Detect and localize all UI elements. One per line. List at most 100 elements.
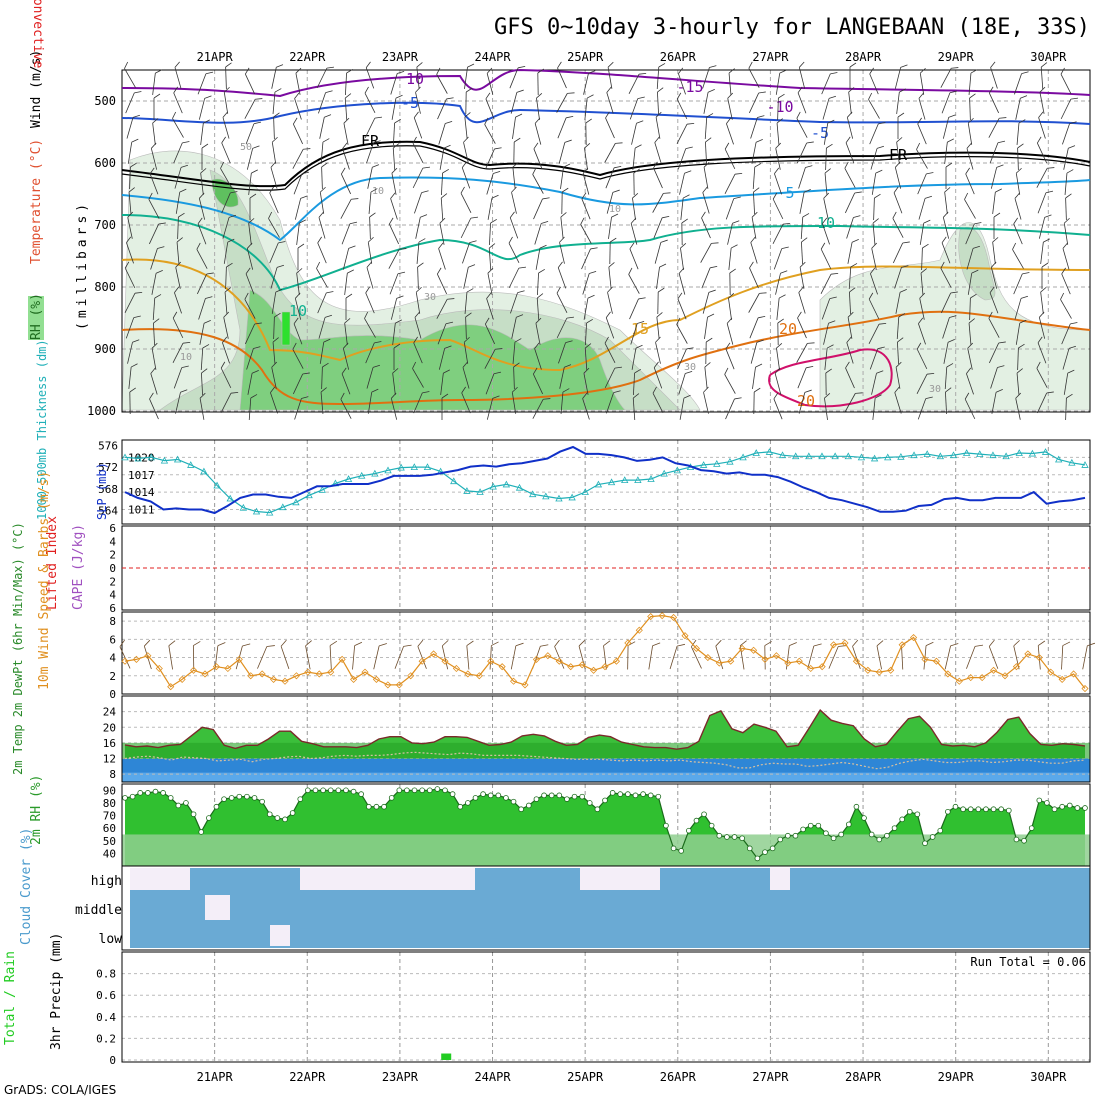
wind-barb: [871, 145, 884, 172]
wind-barb: [364, 287, 380, 313]
wind-barb-flag: [773, 168, 780, 174]
wind-barb-flag: [823, 193, 830, 198]
wind-barb-flag: [874, 194, 880, 198]
rh-point: [473, 795, 478, 800]
wind-barb: [630, 95, 645, 121]
pressure-tick-label: 1000: [87, 404, 116, 418]
wind-barb-shaft: [797, 343, 808, 362]
wind-barb-flag: [150, 143, 157, 148]
wind10-barb-flag: [379, 642, 387, 647]
date-label-bottom: 29APR: [938, 1070, 975, 1084]
wind10-barb-flag: [404, 643, 412, 649]
wind-barb-flag: [994, 213, 1000, 217]
wind-barb-shaft: [917, 149, 928, 168]
rh-point: [504, 795, 509, 800]
wind-barb-shaft: [464, 142, 469, 163]
wind10-barb-flag: [218, 642, 225, 647]
wind-barb: [488, 194, 498, 221]
wind-barb-flag: [686, 145, 693, 151]
wind-barb: [369, 213, 376, 239]
rh-point: [267, 812, 272, 817]
rh-point: [1029, 826, 1034, 831]
wind-barb: [797, 87, 812, 113]
wind-barb: [298, 244, 304, 270]
isotherm: [122, 70, 1090, 96]
wind-barb-shaft: [893, 243, 902, 263]
wind10-speed-line: [125, 616, 1085, 689]
wind-barb-shaft: [535, 223, 541, 244]
wind-barb: [511, 187, 523, 214]
precip-total-label: Total / Rain: [3, 951, 18, 1045]
wind-barb-flag: [703, 387, 710, 392]
wind-barb: [795, 112, 813, 138]
wind-barb: [604, 112, 620, 138]
wind-barb-flag: [202, 144, 208, 148]
wind-barb-shaft: [965, 199, 976, 218]
wind-barb-flag: [896, 137, 902, 142]
rh-point: [443, 788, 448, 793]
wind-barb-flag: [683, 194, 689, 199]
wind-barb-flag: [493, 170, 500, 176]
wind10-barb-shaft: [511, 646, 516, 670]
wind-barb-shaft: [368, 242, 371, 264]
wind-barb-shaft: [198, 74, 206, 95]
wind-barb-flag: [1043, 238, 1049, 243]
wind-barb: [1016, 94, 1027, 121]
wind10-barb: [628, 642, 635, 670]
wind-tick: 2: [109, 670, 116, 683]
wind-barb-flag: [566, 114, 573, 120]
wind-barb-shaft: [894, 193, 902, 214]
cloud-gap: [770, 868, 790, 890]
wind-barb: [893, 239, 909, 265]
rh-point: [176, 803, 181, 808]
panel-frame-thk: [122, 440, 1090, 524]
wind-barb: [729, 69, 737, 95]
rh-point: [359, 792, 364, 797]
wind-barb-flag: [1059, 68, 1066, 74]
date-label-bottom: 22APR: [289, 1070, 326, 1084]
rh-point: [145, 790, 150, 795]
wind-barb: [459, 187, 476, 213]
wind-barb-shaft: [390, 274, 398, 295]
wind-barb-flag: [584, 143, 590, 148]
cape-axis-label: CAPE (J/kg): [71, 524, 86, 610]
date-label-top: 23APR: [382, 50, 419, 64]
wind-barb: [1038, 189, 1053, 215]
wind-barb-flag: [364, 287, 371, 293]
wind-barb-shaft: [465, 117, 467, 139]
wind-barb: [464, 112, 473, 138]
wind-barb: [608, 262, 617, 288]
wind-barb-flag: [389, 193, 396, 199]
rh-legend-swatch: [28, 296, 44, 340]
wind10-barb: [353, 642, 362, 671]
wind-barb: [993, 188, 1002, 215]
wind-barb-flag: [759, 89, 766, 95]
wind-barb: [843, 162, 861, 188]
wind-barb-shaft: [776, 73, 779, 95]
precip-bar: [441, 1054, 451, 1060]
wind-barb-shaft: [776, 148, 781, 170]
wind-barb-flag: [846, 112, 853, 117]
wind-barb-flag: [560, 212, 566, 217]
wind-barb: [627, 268, 645, 294]
wind-barb-shaft: [345, 273, 348, 295]
wind-barb-flag: [517, 89, 524, 94]
wind-barb: [1039, 213, 1051, 240]
wind-barb-flag: [519, 265, 526, 271]
wind-barb-flag: [365, 62, 372, 68]
wind-barb: [388, 218, 404, 244]
wind-barb: [723, 143, 740, 169]
wind-barb-flag: [518, 289, 525, 295]
wind-barb: [123, 62, 141, 88]
precip-ylabel-left: Total / Rain: [3, 951, 18, 1045]
wind-barb-shaft: [726, 124, 733, 145]
wind-barb: [535, 220, 548, 247]
wind-barb-shaft: [705, 367, 707, 389]
wind-barb-shaft: [393, 148, 395, 170]
wind-barb-flag: [708, 313, 714, 318]
wind-barb: [461, 215, 478, 241]
rh-point: [831, 836, 836, 841]
wind-barb-shaft: [391, 199, 398, 220]
wind-barb: [776, 343, 786, 370]
isotherm-label: 5: [785, 184, 794, 202]
